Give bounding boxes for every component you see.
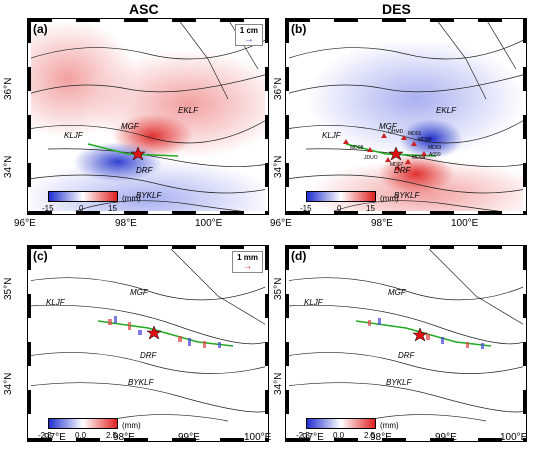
des-deformation-map xyxy=(286,19,526,214)
panel-label: (a) xyxy=(33,22,48,36)
y-tick: 34°N xyxy=(273,155,284,178)
x-tick: 100°E xyxy=(244,432,272,443)
cbar-tick: 0 xyxy=(79,204,84,213)
fault-label: KLJF xyxy=(322,131,341,140)
station-label: MD02 xyxy=(418,137,432,143)
rupture-line xyxy=(345,143,437,157)
y-tick: 34°N xyxy=(3,372,14,395)
x-tick: 98°E xyxy=(370,432,392,443)
y-tick: 34°N xyxy=(273,372,284,395)
colorbar xyxy=(306,191,376,202)
station-label: JDUO xyxy=(364,155,378,161)
x-tick: 99°E xyxy=(178,432,200,443)
asc-residual-map xyxy=(28,246,268,426)
panel-a: (a) 1 cm → EKLF MGF KLJF DRF BYKLF -15 0 … xyxy=(27,18,269,215)
epicenter-star xyxy=(412,327,428,342)
x-tick: 98°E xyxy=(113,432,135,443)
fault-label: KLJF xyxy=(46,298,65,307)
cbar-tick: 15 xyxy=(366,204,375,213)
x-tick: 97°E xyxy=(302,432,324,443)
x-tick: 96°E xyxy=(270,218,292,229)
cbar-tick: -15 xyxy=(300,204,312,213)
cbar-tick: -2.5 xyxy=(38,431,52,440)
x-tick: 100°E xyxy=(451,218,479,229)
epicenter-star xyxy=(388,146,404,161)
panel-b: (b) EKLF MGF KLJF DRF BYKLF QHMD MD01 MD… xyxy=(285,18,527,215)
asc-title: ASC xyxy=(129,1,159,17)
fault-label: MGF xyxy=(388,288,406,297)
gnss-stations xyxy=(343,133,427,170)
rupture-line xyxy=(87,143,179,157)
panel-label: (b) xyxy=(291,22,307,36)
colorbar xyxy=(306,418,376,429)
cbar-tick: -15 xyxy=(42,204,54,213)
y-tick: 36°N xyxy=(3,77,14,100)
station-label: QHMD xyxy=(388,129,404,135)
rupture-line xyxy=(97,320,234,347)
vector-legend: 1 cm → xyxy=(234,24,263,46)
cbar-tick: 2.5 xyxy=(106,431,118,440)
cbar-unit: (mm) xyxy=(380,421,399,430)
epicenter-star xyxy=(146,325,162,340)
des-residual-map xyxy=(286,246,526,426)
cbar-tick: 0.0 xyxy=(75,431,87,440)
panel-d: (d) MGF KLJF DRF BYKLF -2.5 0.0 2.5 (mm) xyxy=(285,245,527,442)
x-tick: 100°E xyxy=(195,218,223,229)
x-tick: 99°E xyxy=(435,432,457,443)
fault-label: KLJF xyxy=(64,131,83,140)
x-tick: 98°E xyxy=(115,218,137,229)
fault-label: DRF xyxy=(140,351,157,360)
fault-label: BYKLF xyxy=(136,191,162,200)
cbar-tick: 0 xyxy=(337,204,342,213)
station-label: A099 xyxy=(429,152,441,158)
x-tick: 97°E xyxy=(44,432,66,443)
fault-label: DRF xyxy=(398,351,415,360)
station-label: MD08 xyxy=(350,145,364,151)
fault-label: MGF xyxy=(121,122,139,131)
cbar-tick: 2.5 xyxy=(364,431,376,440)
cbar-unit: (mm) xyxy=(122,421,141,430)
panel-label: (c) xyxy=(33,249,48,263)
asc-deformation-map xyxy=(28,19,268,214)
x-tick: 100°E xyxy=(500,432,528,443)
panel-label: (d) xyxy=(291,249,307,263)
panel-c: (c) 1 mm → MGF KLJF DRF BYKLF -2.5 0.0 2.… xyxy=(27,245,269,442)
cbar-unit: (mm) xyxy=(122,194,141,203)
colorbar xyxy=(48,191,118,202)
fault-label: MGF xyxy=(379,122,397,131)
station-label: MD03 xyxy=(428,145,442,151)
fault-label: BYKLF xyxy=(394,191,420,200)
cbar-tick: -2.5 xyxy=(296,431,310,440)
station-label: MD04 xyxy=(412,155,426,161)
vector-legend: 1 mm → xyxy=(232,251,263,273)
fault-label: DRF xyxy=(136,166,153,175)
station-label: MD07 xyxy=(390,162,404,168)
colorbar xyxy=(48,418,118,429)
epicenter-star xyxy=(130,146,146,161)
x-tick: 98°E xyxy=(371,218,393,229)
cbar-tick: 15 xyxy=(108,204,117,213)
station-label: MD01 xyxy=(408,131,422,137)
cbar-unit: (mm) xyxy=(380,194,399,203)
x-tick: 96°E xyxy=(14,218,36,229)
y-tick: 35°N xyxy=(273,277,284,300)
fault-label: DRF xyxy=(394,166,411,175)
fault-label: EKLF xyxy=(178,106,199,115)
fault-label: KLJF xyxy=(304,298,323,307)
y-tick: 35°N xyxy=(3,277,14,300)
cbar-tick: 0.0 xyxy=(333,431,345,440)
fault-label: BYKLF xyxy=(128,378,154,387)
fault-label: BYKLF xyxy=(386,378,412,387)
des-title: DES xyxy=(382,1,411,17)
fault-label: MGF xyxy=(130,288,148,297)
y-tick: 36°N xyxy=(273,77,284,100)
y-tick: 34°N xyxy=(3,155,14,178)
fault-label: EKLF xyxy=(436,106,457,115)
